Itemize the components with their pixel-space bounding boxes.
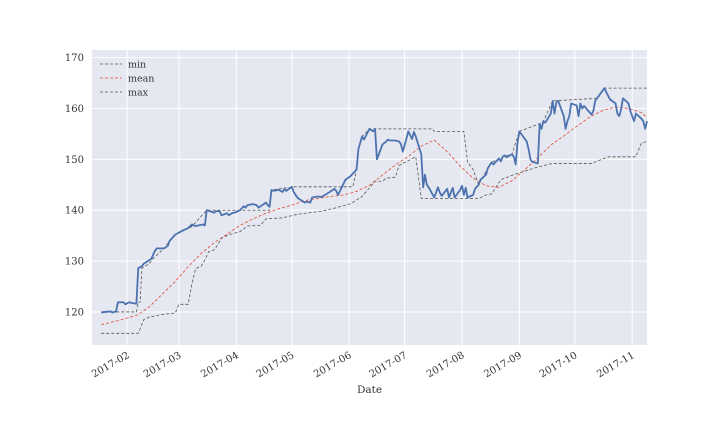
legend-label-min: min — [128, 60, 146, 71]
series-line-mean — [101, 106, 648, 326]
grid-lines — [92, 50, 647, 345]
x-tick-label: 2017-10 — [538, 350, 579, 380]
y-tick-label: 170 — [65, 53, 84, 64]
plot-background — [92, 50, 647, 345]
legend: min mean max — [100, 60, 154, 99]
y-tick-label: 160 — [65, 104, 84, 115]
x-tick-label: 2017-09 — [482, 350, 523, 380]
x-axis-label: Date — [357, 384, 382, 396]
series-layer — [101, 87, 648, 334]
x-tick-label: 2017-03 — [142, 350, 183, 380]
x-tick-label: 2017-11 — [595, 350, 636, 380]
y-tick-label: 140 — [65, 206, 84, 217]
x-tick-label: 2017-02 — [90, 350, 131, 380]
x-tick-label: 2017-07 — [368, 350, 409, 380]
y-tick-label: 130 — [65, 257, 84, 268]
x-tick-label: 2017-05 — [255, 350, 296, 380]
series-line-price — [101, 87, 648, 314]
y-tick-labels: 120 130 140 150 160 170 — [65, 53, 84, 318]
x-tick-label: 2017-04 — [199, 350, 240, 380]
legend-label-max: max — [128, 88, 149, 99]
series-line-min — [101, 141, 648, 334]
x-tick-label: 2017-06 — [312, 350, 353, 380]
x-tick-labels: 2017-02 2017-03 2017-04 2017-05 2017-06 2017-… — [90, 350, 637, 380]
legend-label-mean: mean — [128, 74, 154, 85]
y-tick-label: 150 — [65, 155, 84, 166]
y-tick-label: 120 — [65, 307, 84, 318]
x-tick-label: 2017-08 — [425, 350, 466, 380]
